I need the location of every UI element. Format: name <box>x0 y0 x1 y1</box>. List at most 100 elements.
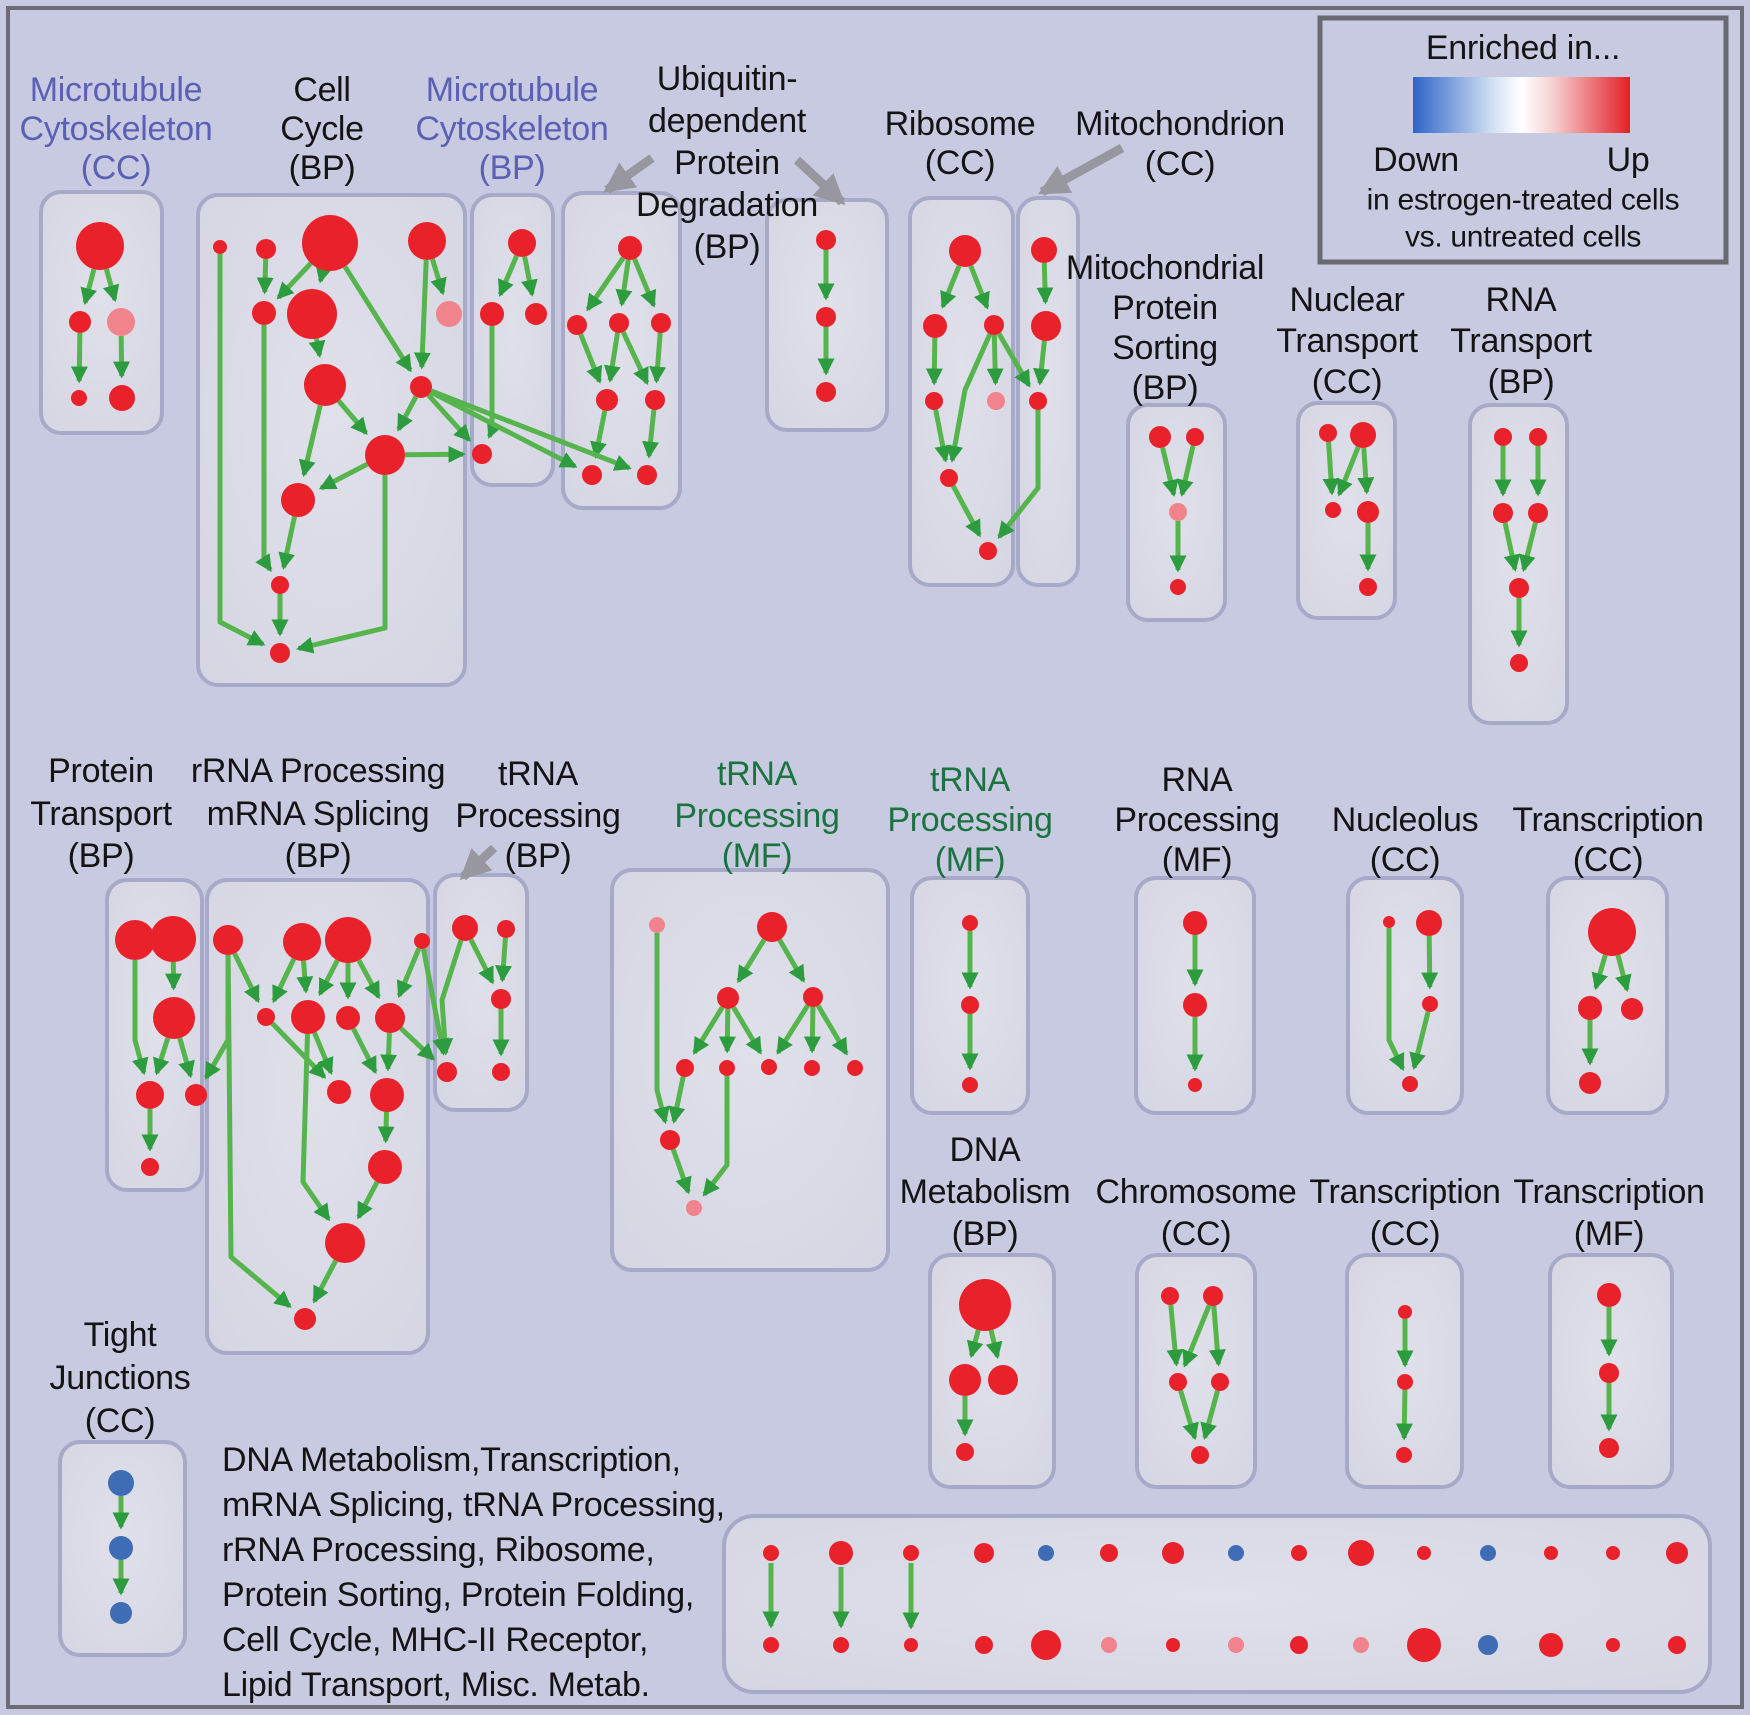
edge-ubiquitin-degradation-left-v-x <box>603 332 621 383</box>
nodes <box>69 215 1643 1624</box>
label-microtubule-cytoskeleton-bp-line-3: (BP) <box>479 149 546 187</box>
go-term-node-mps-p <box>1169 503 1187 521</box>
go-term-node-tmf2-a <box>962 915 978 931</box>
go-term-node-ub1-z2 <box>637 465 657 485</box>
label-dna-metabolism: DNA Metabolism (BP) <box>900 1131 1071 1253</box>
edge-microtubule-cytoskeleton-bp-q-s <box>486 326 503 439</box>
go-term-node-tcb-a <box>1398 1305 1412 1319</box>
go-term-node-rt-a <box>1494 428 1512 446</box>
strip-node-bottom-10 <box>1353 1637 1369 1653</box>
edge-rrna-processing-mrna-splicing-e-i <box>270 1021 327 1079</box>
label-dna-metabolism-line-3: (BP) <box>952 1215 1019 1253</box>
edge-ubiquitin-degradation-left-t-w <box>632 258 657 308</box>
go-term-node-cc-c <box>302 215 358 271</box>
go-term-node-tbp-mid <box>491 989 511 1009</box>
go-term-node-tcm-d <box>1579 1072 1601 1094</box>
go-term-node-rib-rb <box>979 542 997 560</box>
edge-microtubule-cytoskeleton-cc-a-c <box>102 268 120 303</box>
edge-trna-processing-bp-tl-bl <box>436 939 464 1056</box>
go-term-node-tmf-c <box>761 1059 777 1075</box>
go-term-node-rr-e <box>257 1008 275 1026</box>
label-nuclear-transport-line-2: Transport <box>1276 322 1418 360</box>
go-term-node-tj-b <box>109 1536 133 1560</box>
edge-microtubule-cytoskeleton-bp-p-r <box>520 256 538 297</box>
misc-strip-box <box>722 1514 1712 1694</box>
edge-ubiquitin-degradation-left-v-y <box>620 331 650 386</box>
go-term-node-cc-i <box>410 376 432 398</box>
strip-node-bottom-1 <box>763 1637 779 1653</box>
go-term-node-mtcc-e <box>109 385 135 411</box>
go-term-node-rr-g <box>336 1006 360 1030</box>
label-transcription-mf-line-2: (MF) <box>1574 1215 1645 1253</box>
callout-arrow-ubiquitin-left <box>603 154 655 194</box>
edge-ubiquitin-degradation-left-x-z1 <box>590 410 608 459</box>
edge-rrna-processing-mrna-splicing-a-m <box>225 954 292 1309</box>
go-term-node-tmf-top <box>757 912 787 942</box>
label-rna-processing-mf-line-3: (MF) <box>1162 841 1233 879</box>
go-term-node-rr-b <box>283 923 321 961</box>
edge-dna-metabolism-a-b <box>966 1329 984 1359</box>
go-term-node-rr-i <box>327 1080 351 1104</box>
go-term-node-mito-ms <box>1029 392 1047 410</box>
callout-arrow-mitochondrion <box>1037 144 1125 196</box>
label-rrna-processing-line-1: rRNA Processing <box>191 752 445 790</box>
go-term-node-mps-c <box>1170 579 1186 595</box>
label-microtubule-cytoskeleton-bp-line-1: Microtubule <box>426 71 598 109</box>
strip-node-bottom-2 <box>833 1637 849 1653</box>
label-protein-transport-line-1: Protein <box>48 752 154 790</box>
label-rrna-processing: rRNA Processing mRNA Splicing (BP) <box>191 752 446 875</box>
edge-cell-cycle-b-e <box>256 258 274 295</box>
edge-trna-processing-mf-large-b-bp <box>702 1076 730 1197</box>
label-ubiquitin-degradation: Ubiquitin-dependent Protein Degradation (BP… <box>636 60 818 266</box>
go-term-node-chr-a <box>1161 1287 1179 1305</box>
go-term-node-mtcc-d <box>71 390 87 406</box>
label-trna-processing-mf-1-line-3: (MF) <box>722 837 793 875</box>
edge-transcription-cc-middle-a-c <box>1615 954 1632 993</box>
strip-node-top-13 <box>1544 1546 1558 1560</box>
label-rrna-processing-line-2: mRNA Splicing <box>207 795 430 833</box>
label-trna-processing-bp-line-3: (BP) <box>505 837 572 875</box>
go-term-node-nuc-d <box>1402 1076 1418 1092</box>
go-term-node-mtbp-p <box>508 229 536 257</box>
legend-up-label: Up <box>1607 141 1650 179</box>
edge-ribosome-cc-rm-rp <box>986 334 1004 386</box>
edge-cell-cycle-k-l <box>278 516 297 570</box>
go-term-node-cc-f <box>287 289 337 339</box>
edge-trna-processing-mf-large-top-ml <box>736 938 767 984</box>
go-term-node-ub2-r3 <box>816 382 836 402</box>
go-term-node-ub1-v <box>609 313 629 333</box>
text-block-line-6: Lipid Transport, Misc. Metab. <box>222 1666 650 1704</box>
label-rrna-processing-line-3: (BP) <box>285 837 352 875</box>
cross-edge-cc-j-mtbp-s <box>404 445 466 463</box>
go-term-node-rib-rl <box>923 314 947 338</box>
go-term-node-tbp-br <box>492 1063 510 1081</box>
strip-node-bottom-5 <box>1031 1630 1061 1660</box>
legend-subtitle-1: in estrogen-treated cells <box>1367 184 1680 217</box>
label-microtubule-cytoskeleton-cc-line-2: Cytoskeleton <box>20 110 213 148</box>
go-term-node-ub1-u <box>567 315 587 335</box>
go-term-node-rt-d <box>1528 503 1548 523</box>
legend-down-label: Down <box>1373 141 1459 179</box>
label-ubiquitin-degradation-line-1: Ubiquitin- <box>657 60 798 98</box>
label-mito-protein-sorting-line-3: Sorting <box>1112 329 1218 367</box>
edge-chromosome-cc-a-c <box>1166 1304 1184 1367</box>
edge-dna-metabolism-a-c <box>985 1329 1003 1360</box>
label-transcription-cc-bottom: Transcription (CC) <box>1309 1173 1501 1253</box>
edge-nuclear-transport-b-c <box>1336 446 1361 497</box>
go-term-node-rpmf-c <box>1188 1078 1202 1092</box>
edge-rrna-processing-mrna-splicing-b-e <box>271 958 297 1004</box>
go-term-node-tcm-b <box>1578 996 1602 1020</box>
edge-trna-processing-mf-large-mr-c <box>775 1004 810 1055</box>
strip-node-bottom-11 <box>1407 1628 1441 1662</box>
label-transcription-cc-bottom-line-2: (CC) <box>1370 1215 1441 1253</box>
label-trna-processing-mf-1-line-2: Processing <box>674 797 839 835</box>
go-term-node-cc-e <box>252 301 276 325</box>
edge-rrna-processing-mrna-splicing-d-h <box>396 947 422 999</box>
strip-node-bottom-6 <box>1101 1637 1117 1653</box>
go-term-node-rib-rp <box>987 392 1005 410</box>
cross-edge-rr-a-pt-e <box>203 955 231 1080</box>
go-term-node-ub2-r2 <box>816 307 836 327</box>
cluster-box-rna-transport <box>1468 403 1569 725</box>
go-term-node-tj-a <box>108 1470 134 1496</box>
